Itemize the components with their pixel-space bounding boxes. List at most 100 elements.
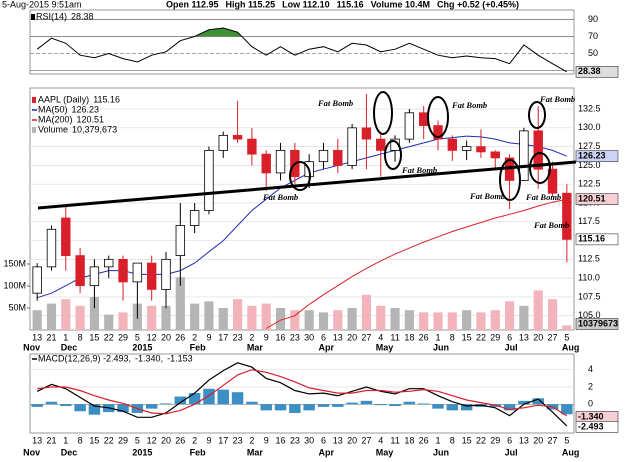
x-day-label: 26	[175, 332, 185, 342]
ma200-last-label-box	[575, 193, 619, 205]
x-day-label: 26	[175, 435, 185, 445]
x-day-label: 26	[419, 435, 429, 445]
x-day-label: 23	[290, 435, 300, 445]
x-month-label: Apr	[318, 447, 334, 457]
legend-text: Volume	[38, 124, 68, 134]
volume-bar	[562, 325, 572, 330]
legend-icon	[32, 97, 36, 103]
macd-line	[36, 362, 568, 427]
legend-text: 28.38	[71, 11, 94, 21]
x-day-label: 2	[249, 435, 254, 445]
signal-line	[37, 369, 568, 417]
volume-bar	[347, 308, 357, 330]
volume-bar	[304, 310, 314, 330]
volume-bar	[290, 310, 300, 330]
x-month-label: Nov	[23, 342, 40, 352]
histogram-bar	[160, 403, 172, 405]
x-month-label: 2015	[132, 342, 152, 352]
signal-last-label: -1.340	[578, 411, 604, 421]
x-day-label: 9	[206, 332, 211, 342]
x-day-label: 11	[390, 435, 399, 445]
y-tick-label: 112.5	[578, 254, 600, 264]
annotation-circle	[529, 152, 551, 184]
x-day-label: 23	[233, 332, 243, 342]
volume-bar	[333, 310, 343, 330]
x-day-label: 20	[347, 435, 357, 445]
volume-bar	[118, 312, 128, 330]
candle-body	[218, 134, 228, 151]
histogram-bar	[274, 404, 287, 411]
candle-body	[146, 262, 157, 290]
histogram-bar	[561, 404, 573, 415]
x-day-label: 22	[104, 435, 114, 445]
close-last-label: 115.16	[578, 234, 605, 244]
x-month-label: Nov	[23, 447, 40, 457]
x-day-label: 15	[89, 435, 99, 445]
candle-body	[118, 258, 128, 283]
annotation-circle	[499, 159, 521, 201]
x-month-label: May	[376, 447, 394, 457]
x-day-label: 13	[333, 332, 343, 342]
x-day-label: 29	[490, 332, 500, 342]
x-month-label: Mar	[247, 447, 264, 457]
x-month-label: May	[376, 342, 394, 352]
volume-bar	[447, 312, 457, 330]
x-day-label: 16	[276, 332, 286, 342]
x-month-label: Jul	[505, 342, 518, 352]
legend-text: RSI(14)	[36, 11, 67, 21]
histogram-bar	[88, 404, 101, 415]
x-day-label: 9	[264, 332, 269, 342]
x-day-label: 6	[321, 332, 326, 342]
y-tick-label: 90	[588, 14, 598, 24]
x-day-label: 8	[78, 435, 83, 445]
annotation-circle	[528, 101, 546, 129]
x-day-label: 29	[490, 435, 500, 445]
volume-tick-label: 100M	[3, 280, 26, 290]
candle-body	[89, 266, 100, 287]
histogram-bar	[432, 404, 444, 409]
annotation-circle	[427, 96, 449, 138]
volume-tick-label: 150M	[3, 258, 26, 268]
x-day-label: 5	[564, 435, 569, 445]
x-day-label: 15	[89, 332, 99, 342]
candle-body	[562, 192, 572, 240]
x-day-label: 20	[161, 435, 171, 445]
histogram-bar	[117, 404, 129, 413]
candle-body	[333, 149, 343, 166]
histogram-bar	[45, 401, 58, 405]
x-day-label: 20	[533, 332, 543, 342]
volume-bar	[318, 312, 329, 330]
ma50-last-label-box	[575, 150, 619, 162]
candle-body	[547, 168, 558, 194]
histogram-bar	[403, 401, 416, 405]
histogram-bar	[60, 404, 72, 407]
histogram-bar	[518, 400, 530, 405]
annotation-circle	[289, 161, 311, 191]
x-day-label: 18	[404, 435, 414, 445]
x-day-label: 2	[192, 332, 197, 342]
candle-body	[447, 138, 458, 151]
x-day-label: 20	[533, 435, 543, 445]
x-month-label: Feb	[190, 342, 207, 352]
ma200-last-label: 120.51	[578, 194, 606, 204]
rsi-last-label: 28.38	[578, 66, 601, 76]
close-last-label-box	[575, 233, 619, 246]
x-day-label: 12	[147, 332, 157, 342]
x-day-label: 6	[507, 435, 512, 445]
header-field: 115.16	[337, 0, 364, 9]
x-day-label: 11	[390, 332, 399, 342]
volume-bar	[89, 297, 100, 330]
x-month-label: Feb	[190, 447, 207, 457]
volume-bar	[204, 301, 214, 330]
x-month-label: Jul	[505, 447, 518, 457]
histogram-bar	[303, 404, 315, 411]
x-day-label: 27	[361, 332, 371, 342]
candle-body	[318, 149, 329, 163]
x-day-label: 5	[564, 332, 569, 342]
histogram-bar	[317, 404, 330, 407]
candle-body	[75, 255, 85, 287]
x-day-label: 12	[147, 435, 157, 445]
volume-bar	[46, 303, 57, 330]
histogram-bar	[31, 404, 43, 407]
volume-bar	[275, 308, 286, 330]
